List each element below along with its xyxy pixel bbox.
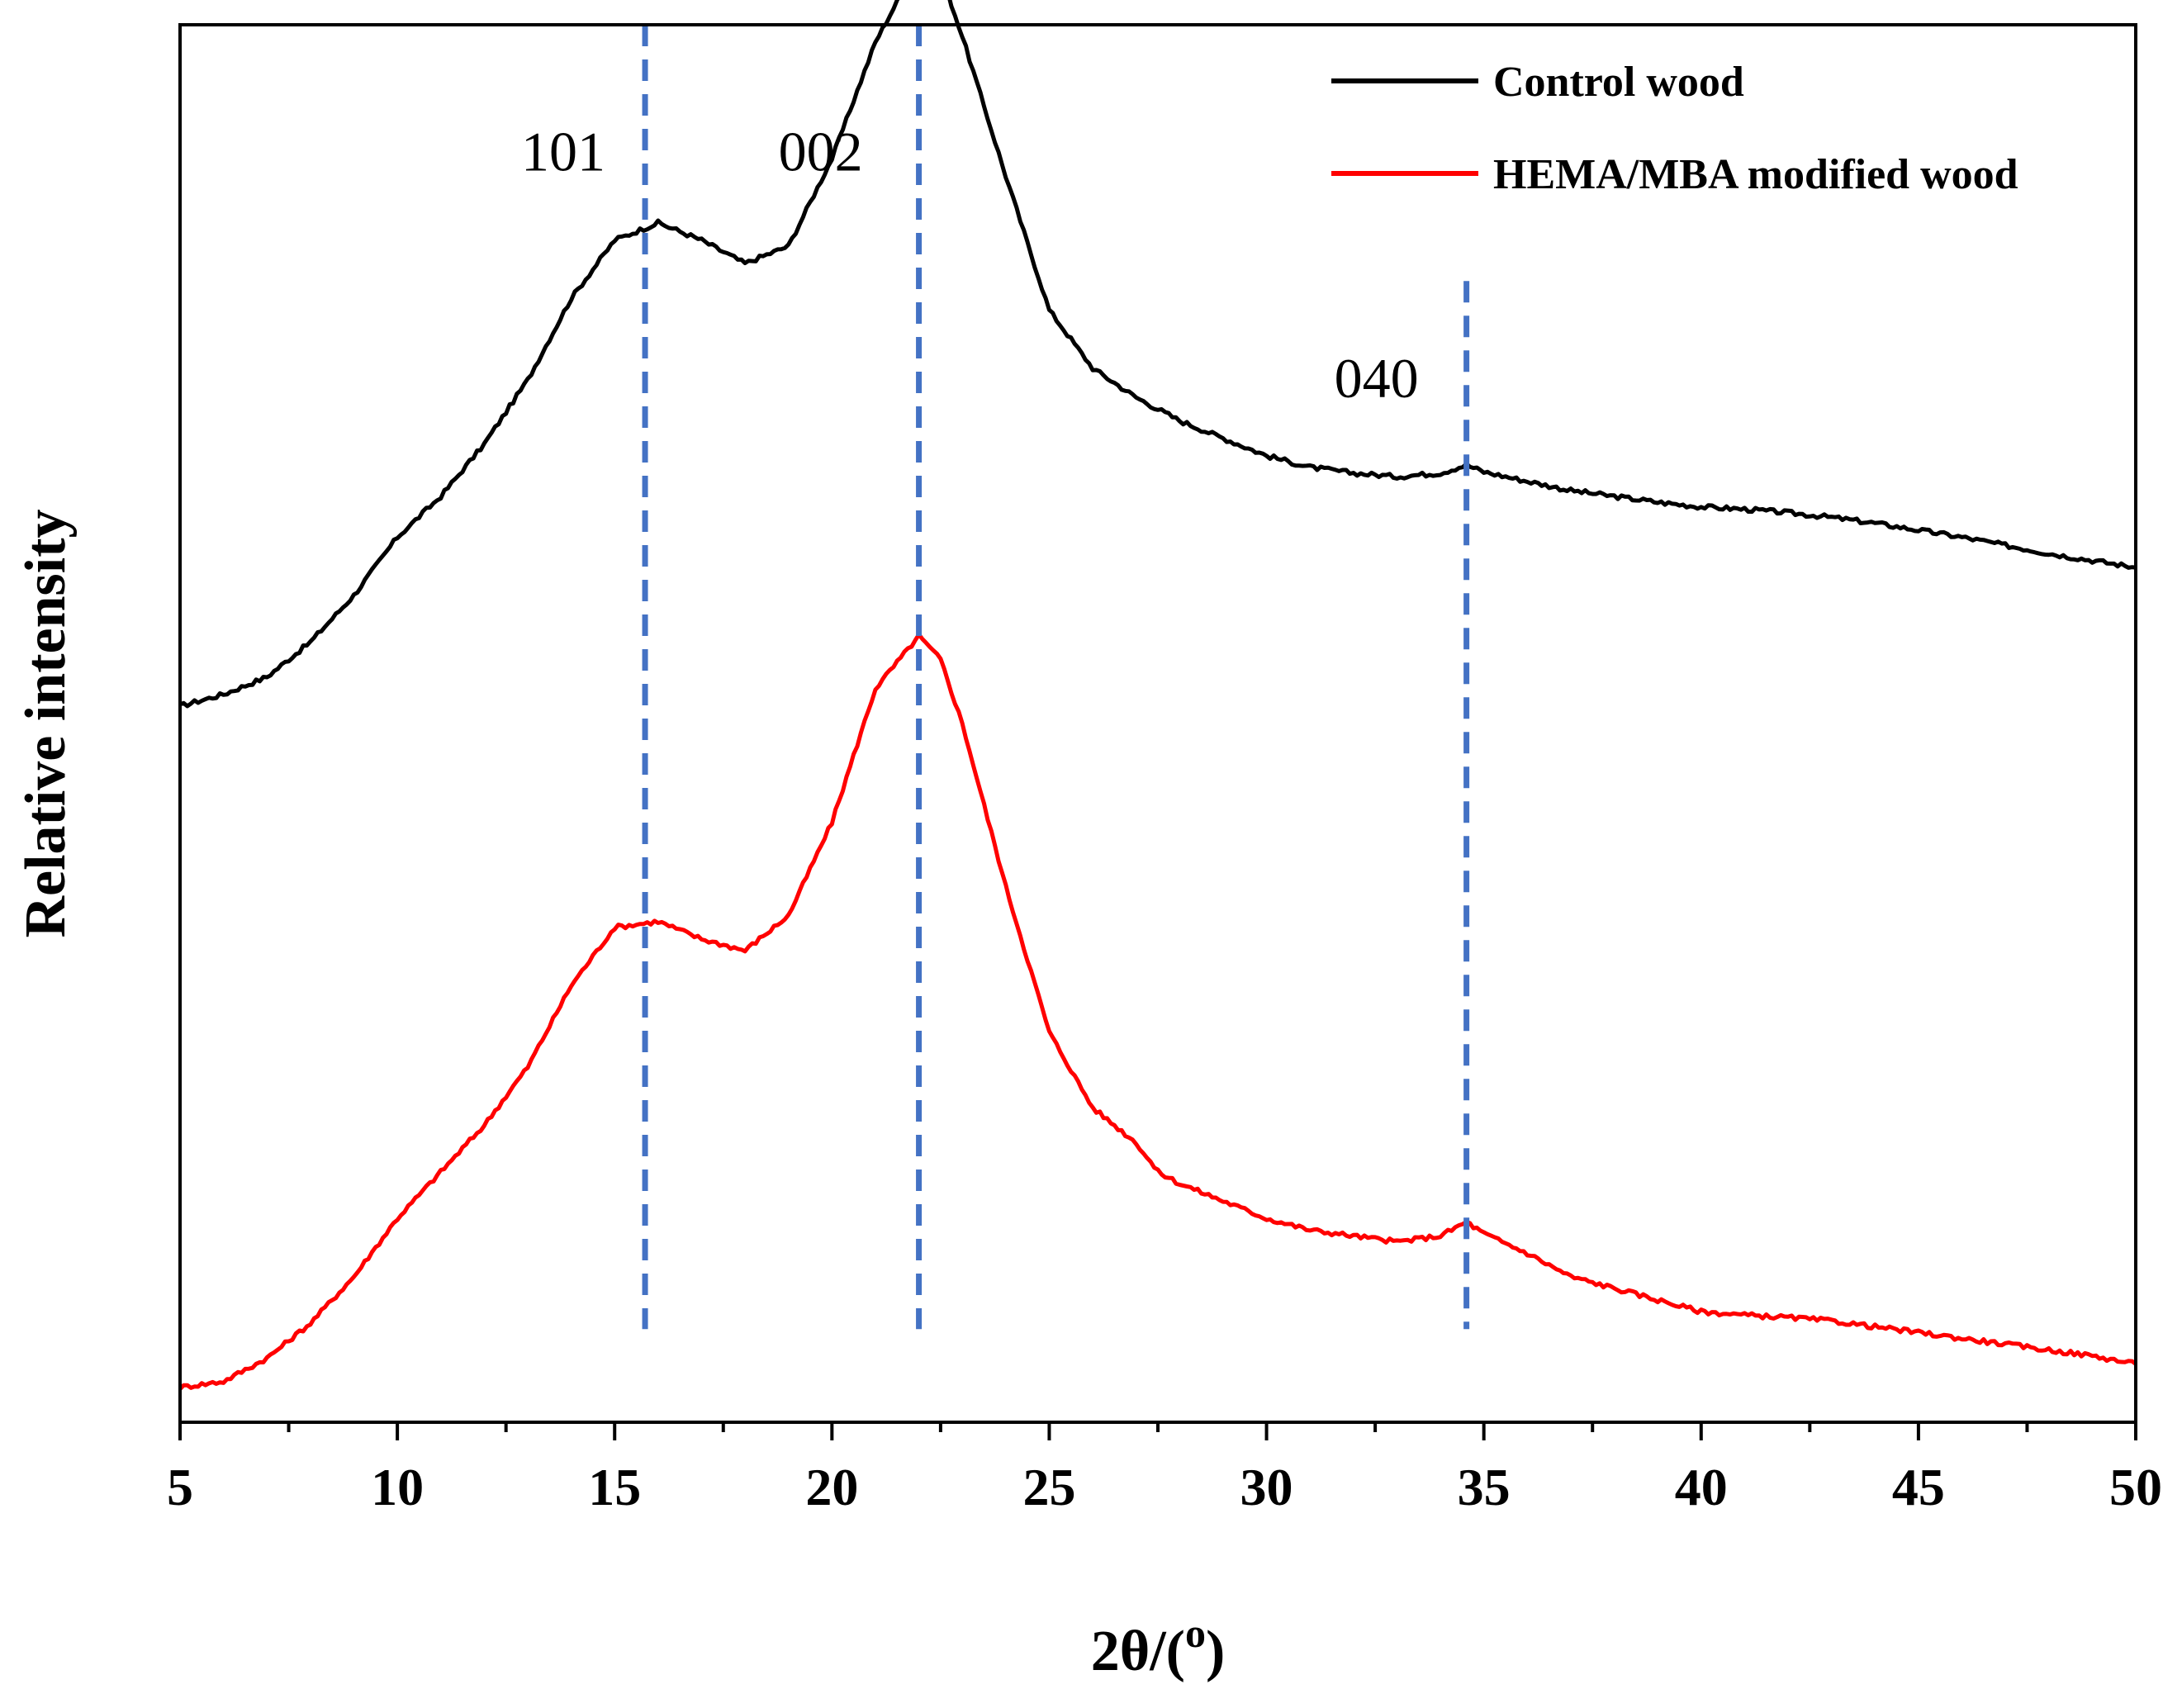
x-axis-title: 2θ/(o) bbox=[1091, 1610, 1226, 1683]
x-tick-label: 40 bbox=[1675, 1458, 1728, 1516]
x-axis-title-main: 2θ/( bbox=[1091, 1620, 1185, 1683]
x-axis-title-degree: o bbox=[1185, 1610, 1206, 1656]
peak-label-040: 040 bbox=[1335, 347, 1419, 410]
axes: 5 10 15 20 25 30 35 40 45 50 bbox=[167, 23, 2162, 1516]
series-line-0 bbox=[179, 0, 2137, 709]
x-tick-label: 15 bbox=[588, 1458, 641, 1516]
series-line-1 bbox=[178, 632, 2137, 1391]
y-axis-title: Relative intensity bbox=[14, 509, 78, 937]
legend: Control wood HEMA/MBA modified wood bbox=[1331, 59, 2018, 198]
legend-label-1: HEMA/MBA modified wood bbox=[1493, 151, 2018, 198]
peak-label-002: 002 bbox=[779, 120, 863, 183]
x-tick-label: 10 bbox=[371, 1458, 424, 1516]
legend-label-0: Control wood bbox=[1493, 59, 1744, 106]
x-axis-title-suffix: ) bbox=[1206, 1620, 1225, 1683]
x-tick-label: 5 bbox=[167, 1458, 193, 1516]
x-tick-label: 45 bbox=[1892, 1458, 1945, 1516]
x-tick-label: 25 bbox=[1022, 1458, 1075, 1516]
x-tick-label: 30 bbox=[1240, 1458, 1293, 1516]
labels: 2θ/(o) Relative intensity bbox=[14, 509, 1225, 1683]
x-tick-label: 35 bbox=[1458, 1458, 1511, 1516]
x-tick-label: 20 bbox=[805, 1458, 858, 1516]
peak-label-101: 101 bbox=[521, 120, 605, 183]
plot-content: 101 002 040 bbox=[178, 0, 2137, 1391]
plot-frame bbox=[178, 23, 2137, 1424]
x-tick-label: 50 bbox=[2109, 1458, 2162, 1516]
